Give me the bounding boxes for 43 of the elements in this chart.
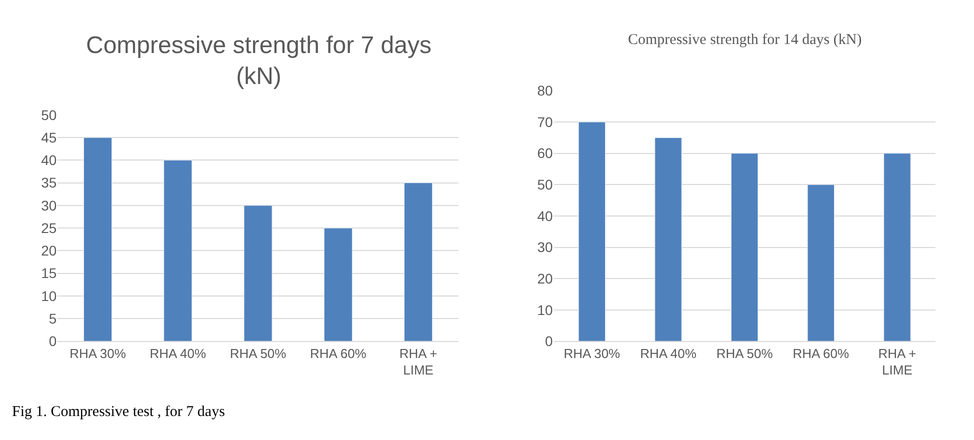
y-tick-label: 20 bbox=[41, 242, 57, 259]
y-tick-label: 35 bbox=[41, 174, 57, 191]
bar bbox=[578, 122, 606, 342]
bar bbox=[324, 228, 352, 342]
y-tick-label: 45 bbox=[41, 129, 57, 146]
y-tick-label: 40 bbox=[41, 152, 57, 168]
y-tick-label: 0 bbox=[48, 333, 57, 350]
x-tick-label: RHA 50% bbox=[716, 346, 774, 361]
bar bbox=[654, 137, 682, 342]
y-tick-label: 0 bbox=[544, 333, 553, 350]
y-tick-label: 15 bbox=[41, 265, 57, 282]
y-tick-label: 50 bbox=[41, 106, 57, 123]
chart-title: Compressive strength for 14 days (kN) bbox=[628, 32, 862, 48]
y-tick-label: 70 bbox=[537, 114, 553, 130]
bar bbox=[164, 160, 192, 342]
x-tick-label: RHA + LIME bbox=[399, 346, 438, 378]
x-tick-label: RHA 60% bbox=[792, 346, 850, 361]
bar bbox=[83, 137, 112, 342]
y-tick-label: 25 bbox=[41, 220, 57, 236]
y-tick-label: 20 bbox=[537, 270, 553, 286]
bar bbox=[884, 153, 911, 342]
bar bbox=[244, 205, 272, 342]
x-tick-label: RHA + LIME bbox=[878, 346, 916, 378]
y-tick-label: 40 bbox=[537, 208, 553, 224]
bar bbox=[807, 184, 835, 342]
x-tick-label: RHA 40% bbox=[640, 346, 697, 361]
y-tick-label: 30 bbox=[537, 239, 553, 256]
y-tick-label: 80 bbox=[537, 82, 553, 99]
x-tick-label: RHA 30% bbox=[70, 346, 126, 361]
caption: Fig 1. Compressive test , for 7 days bbox=[12, 404, 226, 420]
bar bbox=[730, 153, 758, 342]
x-tick-label: RHA 60% bbox=[310, 346, 367, 361]
y-tick-label: 10 bbox=[537, 302, 553, 318]
chart-title: Compressive strength for 7 days (kN) bbox=[86, 32, 432, 90]
y-tick-label: 30 bbox=[41, 197, 57, 214]
y-tick-label: 5 bbox=[48, 310, 57, 326]
bar bbox=[404, 182, 433, 342]
y-tick-label: 10 bbox=[41, 288, 57, 304]
x-tick-label: RHA 30% bbox=[564, 346, 621, 361]
x-tick-label: RHA 50% bbox=[230, 346, 287, 361]
y-tick-label: 50 bbox=[537, 176, 553, 193]
y-tick-label: 60 bbox=[537, 145, 553, 162]
x-tick-label: RHA 40% bbox=[150, 346, 207, 361]
